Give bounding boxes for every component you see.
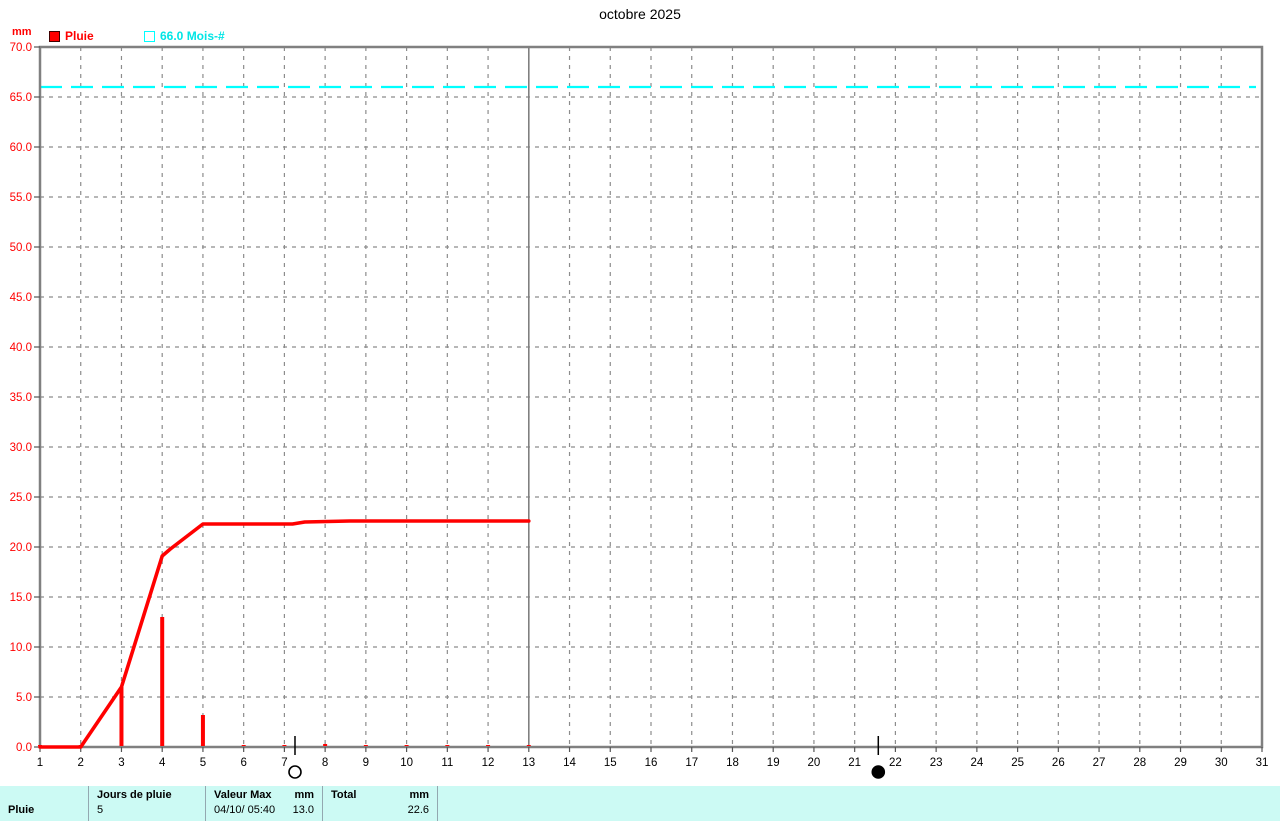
svg-text:1: 1 — [37, 757, 43, 769]
svg-text:25.0: 25.0 — [10, 492, 32, 504]
x-axis-labels: 1 2 3 4 5 6 7 8 9 10 11 12 13 14 15 16 17 18 19 20 21 22 23 24 2… — [37, 747, 1269, 769]
summary-cell-row-label: Pluie — [0, 786, 88, 821]
svg-text:65.0: 65.0 — [10, 92, 32, 104]
legend-item-monthly-reference: 66.0 Mois-# — [144, 29, 225, 43]
svg-text:30.0: 30.0 — [10, 442, 32, 454]
svg-text:9: 9 — [363, 757, 369, 769]
svg-text:17: 17 — [685, 757, 698, 769]
svg-text:10.0: 10.0 — [10, 642, 32, 654]
svg-text:16: 16 — [645, 757, 658, 769]
total-amount: 22.6 — [407, 804, 429, 816]
summary-cell-rain-days: Jours de pluie 5 — [89, 786, 205, 821]
svg-text:35.0: 35.0 — [10, 392, 32, 404]
max-value-header: Valeur Max — [214, 789, 272, 801]
svg-text:15: 15 — [604, 757, 617, 769]
legend-label-pluie: Pluie — [65, 29, 94, 43]
svg-text:26: 26 — [1052, 757, 1065, 769]
svg-text:2: 2 — [78, 757, 84, 769]
svg-text:15.0: 15.0 — [10, 592, 32, 604]
legend-label-reference: 66.0 Mois-# — [160, 29, 225, 43]
table-divider — [205, 786, 206, 821]
svg-text:0.0: 0.0 — [16, 742, 32, 754]
total-header: Total — [331, 789, 357, 801]
svg-text:25: 25 — [1011, 757, 1024, 769]
svg-text:20: 20 — [808, 757, 821, 769]
svg-text:21: 21 — [848, 757, 861, 769]
svg-text:45.0: 45.0 — [10, 292, 32, 304]
table-divider — [437, 786, 438, 821]
svg-text:8: 8 — [322, 757, 328, 769]
svg-text:5.0: 5.0 — [16, 692, 32, 704]
full-moon-icon — [288, 765, 302, 779]
plot-area: 0.0 5.0 10.0 15.0 20.0 25.0 30.0 35.0 40.0 45.0 50… — [10, 42, 1269, 779]
svg-text:31: 31 — [1256, 757, 1269, 769]
y-axis-unit-label: mm — [12, 26, 32, 38]
svg-text:30: 30 — [1215, 757, 1228, 769]
svg-text:70.0: 70.0 — [10, 42, 32, 54]
svg-text:11: 11 — [441, 757, 453, 769]
svg-text:50.0: 50.0 — [10, 242, 32, 254]
svg-text:10: 10 — [400, 757, 413, 769]
svg-text:6: 6 — [240, 757, 246, 769]
legend-swatch-pluie-icon — [49, 30, 60, 42]
svg-text:55.0: 55.0 — [10, 192, 32, 204]
svg-text:5: 5 — [200, 757, 206, 769]
svg-text:22: 22 — [889, 757, 902, 769]
rain-days-header: Jours de pluie — [97, 789, 172, 801]
svg-text:12: 12 — [482, 757, 495, 769]
svg-text:40.0: 40.0 — [10, 342, 32, 354]
daily-rain-bars — [38, 617, 531, 746]
svg-text:29: 29 — [1174, 757, 1187, 769]
summary-table: Pluie Jours de pluie 5 Valeur Max mm 04/… — [0, 786, 1280, 821]
svg-text:4: 4 — [159, 757, 166, 769]
legend-swatch-reference-icon — [144, 30, 155, 42]
max-value-amount: 13.0 — [292, 804, 314, 816]
summary-cell-max-value: Valeur Max mm 04/10/ 05:40 13.0 — [206, 786, 322, 821]
svg-text:7: 7 — [281, 757, 287, 769]
legend-item-pluie: Pluie — [49, 29, 94, 43]
summary-row-label: Pluie — [8, 804, 35, 816]
svg-text:60.0: 60.0 — [10, 142, 32, 154]
svg-text:27: 27 — [1093, 757, 1106, 769]
svg-text:23: 23 — [930, 757, 943, 769]
max-value-datetime: 04/10/ 05:40 — [214, 804, 276, 816]
svg-text:18: 18 — [726, 757, 739, 769]
svg-text:19: 19 — [767, 757, 780, 769]
svg-text:24: 24 — [970, 757, 983, 769]
svg-text:3: 3 — [118, 757, 124, 769]
y-axis-labels: 0.0 5.0 10.0 15.0 20.0 25.0 30.0 35.0 40.0 45.0 50… — [10, 42, 40, 754]
moon-phase-markers — [288, 736, 886, 779]
rain-days-value: 5 — [97, 804, 104, 816]
svg-text:13: 13 — [522, 757, 535, 769]
total-unit: mm — [409, 789, 429, 801]
summary-cell-total: Total mm 22.6 — [323, 786, 437, 821]
new-moon-icon — [871, 765, 886, 779]
svg-text:20.0: 20.0 — [10, 542, 32, 554]
chart-title: octobre 2025 — [599, 6, 681, 22]
table-divider — [322, 786, 323, 821]
gridlines — [40, 47, 1262, 747]
table-divider — [88, 786, 89, 821]
max-value-unit: mm — [294, 789, 314, 801]
svg-text:28: 28 — [1133, 757, 1146, 769]
svg-text:14: 14 — [563, 757, 576, 769]
cumulative-rain-line — [38, 519, 531, 749]
